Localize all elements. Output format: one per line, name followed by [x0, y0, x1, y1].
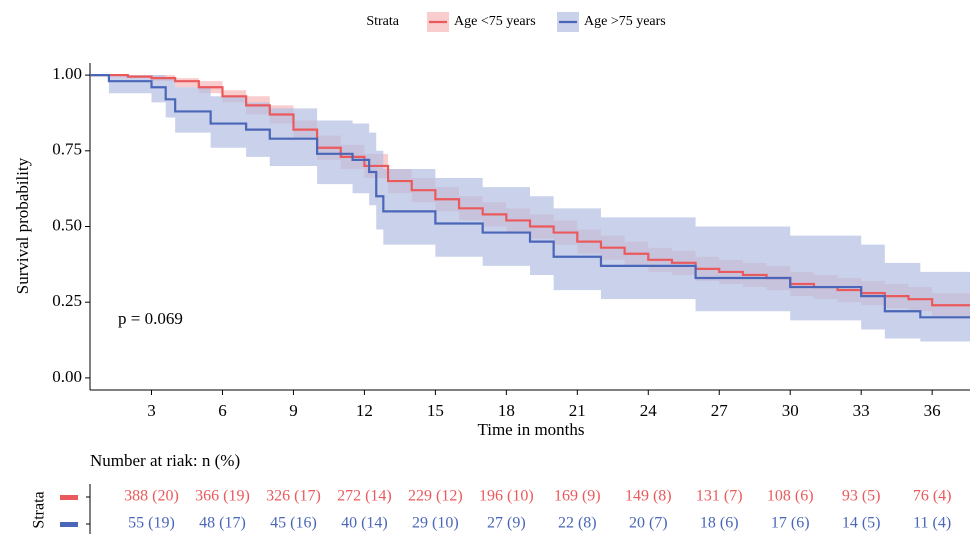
risk-count: 45 (16)	[270, 515, 317, 532]
risk-count: 40 (14)	[341, 515, 388, 532]
risk-count: 366 (19)	[195, 488, 250, 505]
x-tick-label: 6	[218, 401, 227, 420]
y-tick-label: 0.00	[52, 367, 82, 386]
risk-count: 388 (20)	[124, 488, 179, 505]
risk-count: 48 (17)	[199, 515, 246, 532]
y-tick-label: 0.75	[52, 140, 82, 159]
survival-curve	[90, 74, 970, 319]
risk-count: 18 (6)	[700, 515, 739, 532]
x-tick-label: 33	[853, 401, 870, 420]
risk-count: 14 (5)	[842, 515, 881, 532]
risk-count: 17 (6)	[771, 515, 810, 532]
y-tick-label: 0.50	[52, 215, 82, 234]
x-tick-label: 3	[147, 401, 156, 420]
x-tick-label: 27	[711, 401, 729, 420]
risk-count: 131 (7)	[696, 488, 743, 505]
p-value: p = 0.069	[118, 309, 183, 328]
legend-label: Age >75 years	[584, 14, 666, 29]
risk-legend-key	[60, 522, 78, 527]
risk-count: 229 (12)	[408, 488, 463, 505]
risk-count: 76 (4)	[913, 488, 952, 505]
risk-count: 11 (4)	[913, 515, 951, 532]
x-tick-label: 15	[427, 401, 444, 420]
risk-count: 55 (19)	[128, 515, 175, 532]
risk-count: 27 (9)	[487, 515, 526, 532]
risk-table-label: Strata	[31, 491, 48, 528]
risk-count: 196 (10)	[479, 488, 534, 505]
risk-count: 22 (8)	[558, 515, 597, 532]
legend-title: Strata	[366, 14, 399, 29]
x-tick-label: 36	[924, 401, 941, 420]
risk-count: 326 (17)	[266, 488, 321, 505]
risk-count: 169 (9)	[554, 488, 601, 505]
risk-count: 108 (6)	[767, 488, 814, 505]
x-tick-label: 30	[782, 401, 799, 420]
x-axis-label: Time in months	[477, 420, 584, 439]
y-axis-label: Survival probability	[13, 157, 32, 294]
confidence-band	[90, 75, 970, 342]
x-tick-label: 24	[640, 401, 658, 420]
x-tick-label: 18	[498, 401, 515, 420]
survival-curve	[90, 74, 970, 307]
risk-count: 29 (10)	[412, 515, 459, 532]
legend-label: Age <75 years	[454, 14, 536, 29]
risk-table-title: Number at riak: n (%)	[90, 451, 240, 470]
risk-count: 149 (8)	[625, 488, 672, 505]
y-tick-label: 1.00	[52, 64, 82, 83]
y-tick-label: 0.25	[52, 291, 82, 310]
x-tick-label: 21	[569, 401, 586, 420]
x-tick-label: 12	[356, 401, 373, 420]
risk-legend-key	[60, 495, 78, 500]
risk-count: 20 (7)	[629, 515, 668, 532]
x-tick-label: 9	[289, 401, 298, 420]
risk-count: 93 (5)	[842, 488, 881, 505]
risk-count: 272 (14)	[337, 488, 392, 505]
